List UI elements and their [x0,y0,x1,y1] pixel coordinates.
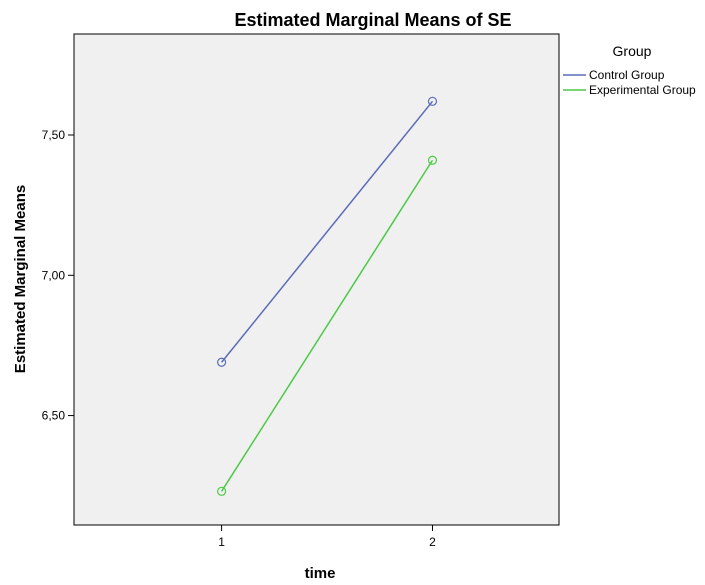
chart-title: Estimated Marginal Means of SE [234,10,511,30]
series-1-point-1 [427,155,438,165]
x-tick-label: 2 [429,535,436,549]
y-tick-label: 6,50 [42,409,66,423]
y-tick-label: 7,50 [42,128,66,142]
y-axis-title: Estimated Marginal Means [12,185,29,373]
x-axis-title: time [305,565,336,582]
y-axis: 6,50 7,00 7,50 [42,128,74,423]
legend-label-0: Control Group [589,68,665,82]
legend-title: Group [613,43,652,59]
y-tick-label: 7,00 [42,268,66,282]
series-line-0 [221,100,434,363]
series-layer [217,96,438,496]
series-0-point-1 [427,96,438,106]
legend-label-1: Experimental Group [589,83,696,97]
series-1-point-0 [217,486,227,496]
x-tick-label: 1 [218,535,225,549]
series-0-point-0 [217,357,227,367]
series-line-1 [220,159,434,492]
plot-area [73,33,560,526]
